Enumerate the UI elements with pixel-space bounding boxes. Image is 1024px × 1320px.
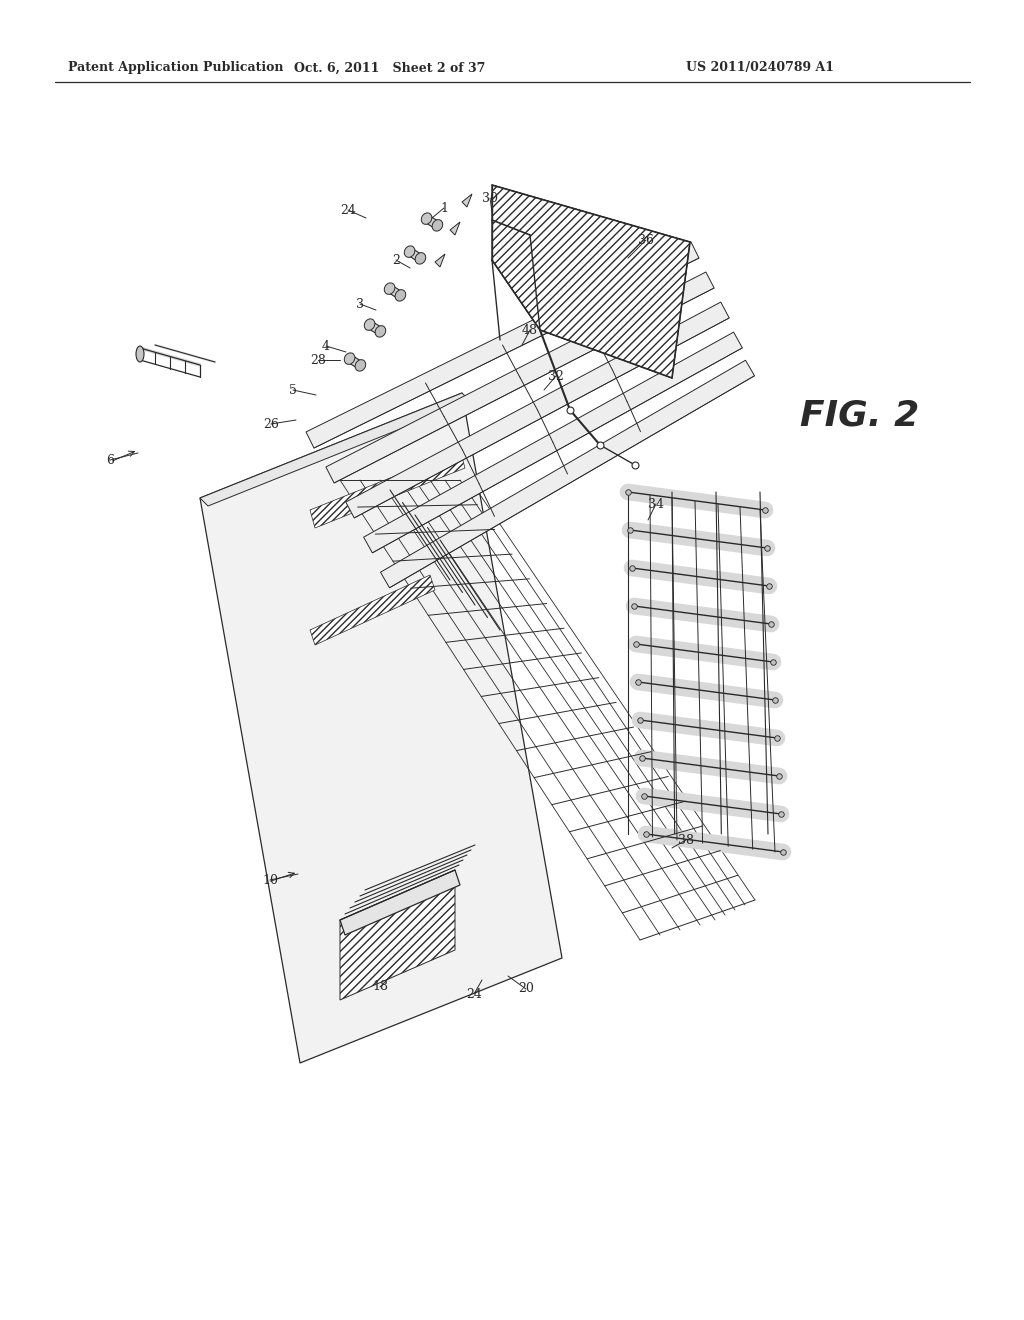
Text: 24: 24 [340,203,356,216]
Text: 10: 10 [262,874,278,887]
Polygon shape [408,248,423,261]
Text: 18: 18 [372,981,388,994]
Text: 5: 5 [289,384,297,396]
Polygon shape [450,222,460,235]
Text: 2: 2 [392,253,400,267]
Text: 34: 34 [648,498,664,511]
Polygon shape [364,333,742,553]
Polygon shape [492,185,690,378]
Polygon shape [435,253,445,267]
Text: 48: 48 [522,323,538,337]
Ellipse shape [432,219,442,231]
Ellipse shape [395,289,406,301]
Text: 26: 26 [263,417,279,430]
Polygon shape [346,302,729,517]
Ellipse shape [365,319,375,330]
Text: 30: 30 [482,191,498,205]
Text: 4: 4 [322,339,330,352]
Text: 20: 20 [518,982,534,995]
Text: Oct. 6, 2011   Sheet 2 of 37: Oct. 6, 2011 Sheet 2 of 37 [294,62,485,74]
Polygon shape [340,870,455,1001]
Text: 1: 1 [440,202,449,214]
Polygon shape [462,194,472,207]
Polygon shape [381,360,755,587]
Ellipse shape [136,346,144,362]
Text: FIG. 2: FIG. 2 [800,399,920,432]
Text: 32: 32 [548,370,564,383]
Text: 28: 28 [310,354,326,367]
Ellipse shape [421,213,432,224]
Polygon shape [200,393,562,1063]
Polygon shape [310,576,435,645]
Text: 38: 38 [678,833,694,846]
Text: 24: 24 [466,987,482,1001]
Polygon shape [492,185,690,378]
Ellipse shape [355,359,366,371]
Ellipse shape [375,326,386,337]
Polygon shape [326,272,714,483]
Text: 6: 6 [106,454,114,466]
Polygon shape [200,393,470,506]
Ellipse shape [404,246,415,257]
Ellipse shape [344,352,355,364]
Polygon shape [425,215,439,228]
Polygon shape [306,242,699,447]
Polygon shape [387,285,402,298]
Ellipse shape [415,252,426,264]
Polygon shape [368,321,383,335]
Text: 3: 3 [356,297,364,310]
Ellipse shape [384,282,395,294]
Text: Patent Application Publication: Patent Application Publication [68,62,284,74]
Polygon shape [347,355,362,368]
Text: US 2011/0240789 A1: US 2011/0240789 A1 [686,62,834,74]
Polygon shape [340,870,460,935]
Polygon shape [310,450,465,528]
Text: 36: 36 [638,234,654,247]
